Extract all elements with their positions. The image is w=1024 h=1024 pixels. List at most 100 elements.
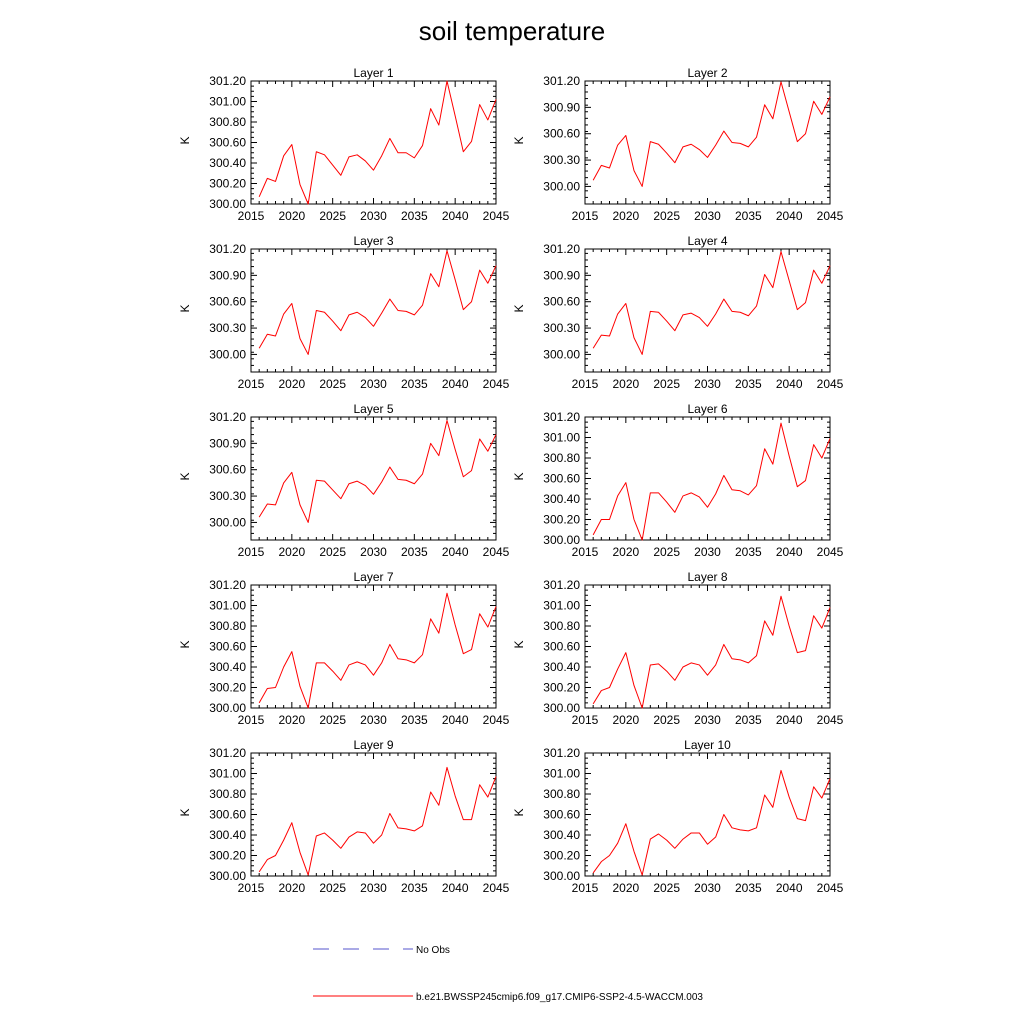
x-tick-label: 2025: [653, 713, 680, 727]
x-tick-label: 2040: [776, 881, 803, 895]
panels-group: Layer 1 2015 2020 2025 2030 2035 2040 2045 300.0…: [178, 66, 844, 895]
panel-title: Layer 7: [353, 570, 393, 584]
panel-layer-10: Layer 10 2015 2020 2025 2030 2035 2040 2045 300.…: [512, 738, 844, 895]
y-tick-label: 300.00: [543, 533, 580, 547]
y-tick-label: 300.80: [543, 787, 580, 801]
y-tick-label: 301.00: [209, 95, 246, 109]
y-tick-label: 300.40: [209, 660, 246, 674]
y-axis-label: K: [512, 472, 526, 480]
legend-model-label: b.e21.BWSSP245cmip6.f09_g17.CMIP6-SSP2-4…: [416, 992, 703, 1003]
series-line: [258, 420, 497, 523]
y-tick-label: 300.20: [543, 681, 580, 695]
x-tick-label: 2045: [817, 881, 844, 895]
panel-frame: [584, 752, 831, 877]
x-tick-label: 2025: [653, 545, 680, 559]
y-tick-label: 300.60: [209, 136, 246, 150]
y-tick-label: 300.00: [209, 701, 246, 715]
x-tick-label: 2035: [735, 209, 762, 223]
y-axis-label: K: [512, 640, 526, 648]
y-tick-label: 301.20: [543, 74, 580, 88]
y-tick-label: 301.20: [209, 410, 246, 424]
y-tick-label: 301.20: [543, 746, 580, 760]
x-tick-label: 2040: [442, 377, 469, 391]
x-tick-label: 2045: [483, 209, 510, 223]
y-tick-label: 300.00: [543, 347, 580, 361]
series-line: [592, 422, 831, 541]
y-tick-label: 300.60: [209, 463, 246, 477]
y-axis-label: K: [178, 640, 192, 648]
x-tick-label: 2035: [401, 545, 428, 559]
y-tick-label: 300.80: [209, 619, 246, 633]
series-line: [592, 595, 831, 709]
y-tick-label: 300.60: [543, 472, 580, 486]
series-line: [258, 80, 497, 205]
x-tick-label: 2025: [653, 377, 680, 391]
y-tick-label: 300.20: [209, 681, 246, 695]
panel-frame: [250, 80, 497, 205]
panel-title: Layer 5: [353, 402, 393, 416]
x-tick-label: 2030: [360, 881, 387, 895]
y-tick-label: 300.20: [543, 849, 580, 863]
y-tick-label: 300.90: [543, 100, 580, 114]
x-tick-label: 2035: [401, 377, 428, 391]
y-tick-label: 300.60: [209, 295, 246, 309]
x-tick-label: 2020: [278, 881, 305, 895]
y-tick-label: 300.20: [543, 513, 580, 527]
x-tick-label: 2045: [817, 545, 844, 559]
panel-layer-6: Layer 6 2015 2020 2025 2030 2035 2040 2045 300.0…: [512, 402, 844, 559]
y-tick-label: 300.00: [209, 515, 246, 529]
y-tick-label: 301.20: [209, 578, 246, 592]
y-axis-label: K: [178, 136, 192, 144]
y-tick-label: 300.80: [209, 115, 246, 129]
series-line: [592, 251, 831, 355]
panel-title: Layer 8: [687, 570, 727, 584]
panel-frame: [584, 416, 831, 541]
y-tick-label: 300.30: [209, 321, 246, 335]
x-tick-label: 2015: [572, 209, 599, 223]
y-tick-label: 300.40: [209, 828, 246, 842]
panel-frame: [584, 248, 831, 373]
y-tick-label: 301.20: [209, 746, 246, 760]
panel-title: Layer 6: [687, 402, 727, 416]
x-tick-label: 2015: [238, 881, 265, 895]
x-tick-label: 2020: [278, 545, 305, 559]
y-tick-label: 300.60: [209, 640, 246, 654]
x-tick-label: 2020: [278, 377, 305, 391]
x-tick-label: 2045: [817, 209, 844, 223]
x-tick-label: 2025: [653, 881, 680, 895]
y-tick-label: 300.80: [209, 787, 246, 801]
y-axis-label: K: [512, 304, 526, 312]
y-tick-label: 300.30: [543, 153, 580, 167]
x-tick-label: 2025: [319, 881, 346, 895]
legend: No Obs b.e21.BWSSP245cmip6.f09_g17.CMIP6…: [313, 945, 703, 1003]
x-tick-label: 2030: [360, 209, 387, 223]
x-tick-label: 2040: [776, 377, 803, 391]
y-tick-label: 300.60: [543, 295, 580, 309]
x-tick-label: 2025: [319, 545, 346, 559]
y-tick-label: 300.00: [543, 701, 580, 715]
series-line: [258, 766, 497, 876]
x-tick-label: 2030: [694, 545, 721, 559]
x-tick-label: 2035: [735, 881, 762, 895]
x-tick-label: 2040: [442, 209, 469, 223]
panel-layer-2: Layer 2 2015 2020 2025 2030 2035 2040 2045 300.0…: [512, 66, 844, 223]
panel-frame: [584, 584, 831, 709]
y-tick-label: 301.00: [209, 599, 246, 613]
x-tick-label: 2025: [319, 209, 346, 223]
y-tick-label: 300.30: [543, 321, 580, 335]
series-line: [258, 592, 497, 709]
x-tick-label: 2040: [442, 881, 469, 895]
panel-title: Layer 3: [353, 234, 393, 248]
panel-frame: [250, 584, 497, 709]
x-tick-label: 2025: [653, 209, 680, 223]
panel-title: Layer 9: [353, 738, 393, 752]
x-tick-label: 2045: [817, 377, 844, 391]
x-tick-label: 2035: [401, 713, 428, 727]
x-tick-label: 2040: [442, 545, 469, 559]
x-tick-label: 2030: [694, 881, 721, 895]
y-tick-label: 300.20: [209, 177, 246, 191]
y-tick-label: 301.20: [209, 242, 246, 256]
y-tick-label: 300.00: [543, 179, 580, 193]
panel-layer-3: Layer 3 2015 2020 2025 2030 2035 2040 2045 300.0…: [178, 234, 510, 391]
x-tick-label: 2015: [572, 881, 599, 895]
